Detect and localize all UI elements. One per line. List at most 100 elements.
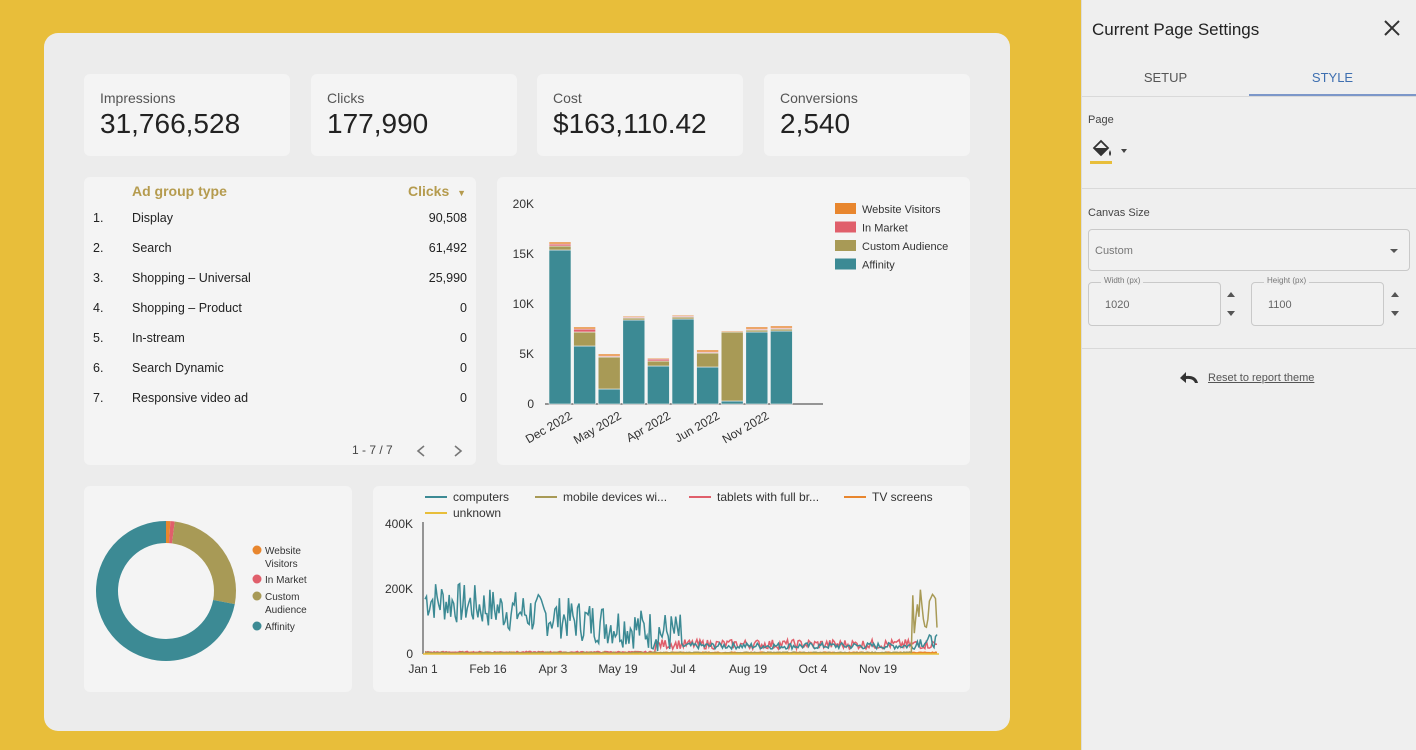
next-page-icon[interactable] bbox=[452, 444, 464, 458]
row-number: 2. bbox=[93, 241, 104, 255]
bar-segment[interactable] bbox=[597, 353, 621, 357]
table-row[interactable]: 6. Search Dynamic 0 bbox=[84, 353, 476, 383]
tab-style[interactable]: STYLE bbox=[1249, 60, 1416, 96]
x-tick-label: Dec 2022 bbox=[523, 408, 575, 446]
bar-segment[interactable] bbox=[770, 330, 793, 405]
bar-segment[interactable] bbox=[597, 356, 621, 390]
page-section-label: Page bbox=[1088, 114, 1114, 126]
x-tick-label: Apr 3 bbox=[539, 662, 568, 676]
bar-segment[interactable] bbox=[573, 345, 596, 405]
bar-segment[interactable] bbox=[573, 328, 596, 333]
width-stepper-icon[interactable] bbox=[1225, 290, 1237, 318]
chevron-down-icon bbox=[1390, 249, 1398, 253]
x-tick-label: Nov 19 bbox=[859, 662, 897, 676]
background-color-picker[interactable] bbox=[1088, 136, 1130, 166]
legend-label: In Market bbox=[265, 575, 307, 586]
kpi-value: 2,540 bbox=[780, 108, 851, 139]
line-chart-card[interactable]: computers mobile devices wi... tablets wit… bbox=[373, 486, 970, 692]
bar-segment[interactable] bbox=[548, 249, 572, 405]
bar-segment[interactable] bbox=[548, 245, 572, 251]
bar-segment[interactable] bbox=[647, 360, 670, 367]
legend-label: Website Visitors bbox=[862, 204, 941, 216]
kpi-value: 31,766,528 bbox=[100, 108, 241, 139]
bar-segment[interactable] bbox=[597, 388, 621, 405]
donut-chart[interactable]: Website Visitors In Market Custom Audience Af… bbox=[84, 486, 352, 692]
column-header-ad-group-type[interactable]: Ad group type bbox=[132, 183, 227, 199]
panel-title: Current Page Settings bbox=[1092, 20, 1260, 39]
legend-label: Custom Audience bbox=[862, 241, 948, 253]
x-tick-label: Jan 1 bbox=[408, 662, 438, 676]
line-series-mobile[interactable] bbox=[424, 589, 938, 655]
bar-segment[interactable] bbox=[720, 331, 744, 402]
bar-segment[interactable] bbox=[647, 357, 670, 360]
donut-slice[interactable] bbox=[171, 521, 236, 605]
bar-segment[interactable] bbox=[696, 349, 719, 353]
width-field-value: 1020 bbox=[1105, 299, 1130, 311]
section-divider bbox=[1082, 348, 1416, 349]
bar-segment[interactable] bbox=[696, 366, 719, 405]
table-row[interactable]: 1. Display 90,508 bbox=[84, 203, 476, 233]
kpi-value: $163,110.42 bbox=[553, 108, 707, 139]
bar-segment[interactable] bbox=[696, 352, 719, 368]
tab-setup[interactable]: SETUP bbox=[1143, 70, 1188, 85]
bar-segment[interactable] bbox=[720, 330, 744, 333]
bar-segment[interactable] bbox=[622, 319, 646, 405]
row-ad-group-type: Shopping – Product bbox=[132, 301, 242, 315]
prev-page-icon[interactable] bbox=[415, 444, 427, 458]
bar-segment[interactable] bbox=[573, 331, 596, 347]
kpi-label: Clicks bbox=[327, 90, 365, 106]
close-icon[interactable] bbox=[1380, 16, 1404, 40]
y-tick-label: 200K bbox=[385, 582, 413, 596]
row-number: 7. bbox=[93, 391, 104, 405]
time-series-chart[interactable]: computers mobile devices wi... tablets wit… bbox=[373, 486, 970, 692]
bar-segment[interactable] bbox=[671, 314, 695, 317]
width-field-label: Width (px) bbox=[1101, 276, 1144, 285]
kpi-card-conversions[interactable]: Conversions 2,540 bbox=[764, 74, 970, 156]
line-series-computers[interactable] bbox=[424, 582, 938, 652]
height-field-label: Height (px) bbox=[1264, 276, 1310, 285]
y-tick-label: 10K bbox=[513, 297, 534, 311]
bar-segment[interactable] bbox=[548, 243, 572, 247]
bar-segment[interactable] bbox=[548, 241, 572, 245]
height-field[interactable]: Height (px) 1100 bbox=[1251, 276, 1384, 326]
table-row[interactable]: 2. Search 61,492 bbox=[84, 233, 476, 263]
undo-icon[interactable] bbox=[1178, 370, 1202, 386]
bar-segment[interactable] bbox=[770, 325, 793, 329]
kpi-card-clicks[interactable]: Clicks 177,990 bbox=[311, 74, 517, 156]
height-stepper-icon[interactable] bbox=[1389, 290, 1401, 318]
legend-label: Website Visitors bbox=[265, 546, 301, 570]
column-header-clicks[interactable]: Clicks ▼ bbox=[408, 183, 466, 199]
width-field[interactable]: Width (px) 1020 bbox=[1088, 276, 1221, 326]
x-tick-label: Aug 19 bbox=[729, 662, 767, 676]
legend-label: TV screens bbox=[872, 490, 933, 504]
pagination-label: 1 - 7 / 7 bbox=[352, 443, 393, 457]
y-tick-label: 400K bbox=[385, 517, 413, 531]
legend-label: mobile devices wi... bbox=[563, 490, 667, 504]
legend-label: Affinity bbox=[265, 622, 295, 633]
row-clicks: 0 bbox=[460, 391, 467, 405]
x-tick-label: Feb 16 bbox=[469, 662, 507, 676]
bar-segment[interactable] bbox=[573, 326, 596, 330]
donut-slice[interactable] bbox=[96, 521, 235, 661]
table-row[interactable]: 5. In-stream 0 bbox=[84, 323, 476, 353]
bar-chart-card[interactable]: 20K 15K 10K 5K 0 Dec 2022 May 2022 Apr 2022 Jun … bbox=[497, 177, 970, 465]
bar-segment[interactable] bbox=[745, 326, 769, 330]
donut-chart-card[interactable]: Website Visitors In Market Custom Audience Af… bbox=[84, 486, 352, 692]
bar-segment[interactable] bbox=[720, 400, 744, 405]
bar-segment[interactable] bbox=[647, 365, 670, 405]
canvas-size-select[interactable]: Custom bbox=[1088, 229, 1410, 271]
reset-theme-link[interactable]: Reset to report theme bbox=[1208, 372, 1315, 384]
kpi-card-cost[interactable]: Cost $163,110.42 bbox=[537, 74, 743, 156]
ad-group-table[interactable]: Ad group type Clicks ▼ 1. Display 90,508 2.… bbox=[84, 177, 476, 465]
table-row[interactable]: 4. Shopping – Product 0 bbox=[84, 293, 476, 323]
bar-segment[interactable] bbox=[622, 315, 646, 318]
section-divider bbox=[1082, 188, 1416, 189]
bar-segment[interactable] bbox=[745, 331, 769, 405]
report-page[interactable]: Impressions 31,766,528 Clicks 177,990 Co… bbox=[44, 33, 1010, 731]
kpi-card-impressions[interactable]: Impressions 31,766,528 bbox=[84, 74, 290, 156]
table-row[interactable]: 3. Shopping – Universal 25,990 bbox=[84, 263, 476, 293]
legend-swatch bbox=[835, 203, 856, 214]
table-row[interactable]: 7. Responsive video ad 0 bbox=[84, 383, 476, 413]
bar-segment[interactable] bbox=[671, 318, 695, 405]
